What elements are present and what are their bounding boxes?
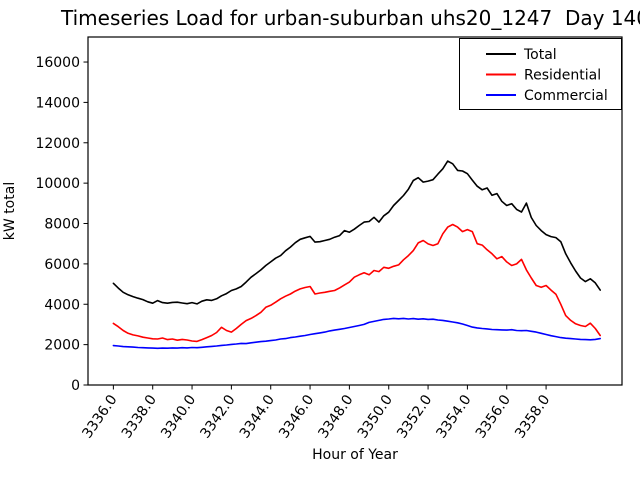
x-tick-label: 3354.0 xyxy=(433,392,474,441)
x-tick-label: 3352.0 xyxy=(394,392,435,441)
y-tick-label: 2000 xyxy=(44,338,80,354)
y-tick-label: 14000 xyxy=(35,95,80,111)
series-line-total xyxy=(112,160,602,305)
y-tick-label: 4000 xyxy=(44,297,80,313)
y-tick-label: 8000 xyxy=(44,217,80,233)
y-tick-label: 6000 xyxy=(44,257,80,273)
y-axis: 0 2000 4000 6000 8000 10000 12000 14000 16000 xyxy=(35,55,88,394)
x-tick-label: 3340.0 xyxy=(158,392,199,441)
series-line-commercial xyxy=(112,317,602,350)
x-tick-label: 3348.0 xyxy=(315,392,356,441)
x-tick-label: 3346.0 xyxy=(276,392,317,441)
x-tick-label: 3344.0 xyxy=(237,392,278,441)
x-tick-label: 3358.0 xyxy=(512,392,553,441)
x-axis-label: Hour of Year xyxy=(312,447,398,463)
legend: Total Residential Commercial xyxy=(459,38,622,110)
x-tick-label: 3350.0 xyxy=(355,392,396,441)
x-tick-label: 3342.0 xyxy=(197,392,238,441)
legend-label-total: Total xyxy=(523,47,557,63)
x-tick-label: 3356.0 xyxy=(473,392,514,441)
series-group xyxy=(112,160,602,350)
y-tick-label: 16000 xyxy=(35,55,80,71)
x-axis: 3336.03338.03340.03342.03344.03346.03348… xyxy=(79,385,553,441)
legend-label-residential: Residential xyxy=(524,68,601,84)
y-tick-label: 12000 xyxy=(35,136,80,152)
y-tick-label: 0 xyxy=(71,378,80,394)
y-axis-label: kW total xyxy=(2,182,18,240)
x-tick-label: 3338.0 xyxy=(119,392,160,441)
chart-title: Timeseries Load for urban-suburban uhs20… xyxy=(60,6,640,30)
legend-label-commercial: Commercial xyxy=(524,88,608,104)
x-tick-label: 3336.0 xyxy=(79,392,120,441)
axes-spines xyxy=(87,36,623,386)
series-line-residential xyxy=(112,223,602,343)
y-tick-label: 10000 xyxy=(35,176,80,192)
